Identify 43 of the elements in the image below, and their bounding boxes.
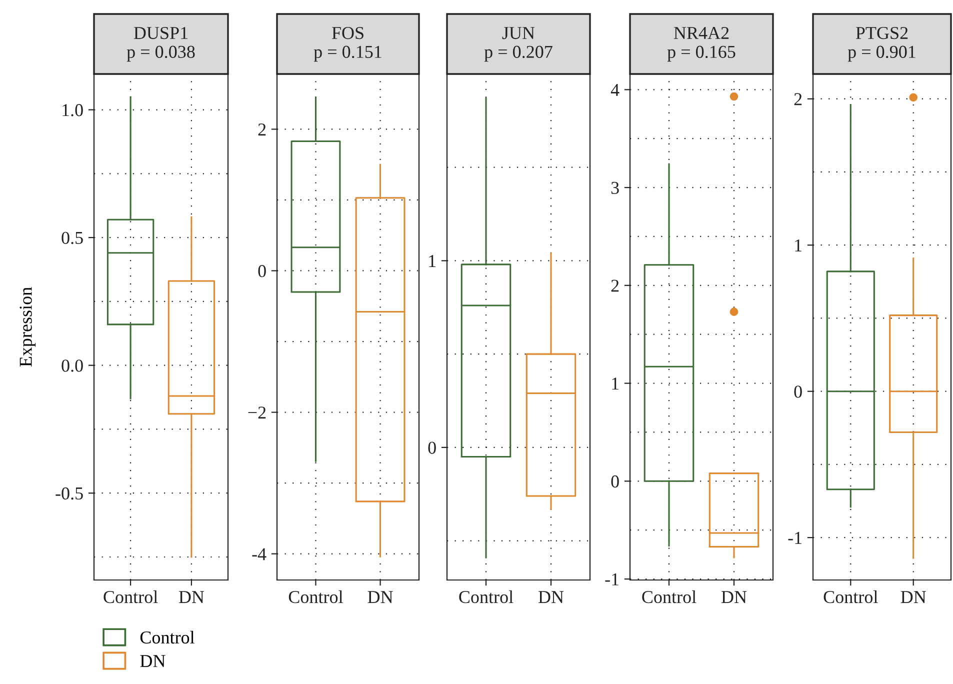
y-tick-label: 2 xyxy=(258,124,266,136)
y-tick-label: 1 xyxy=(429,255,436,267)
y-axis-title: Expression xyxy=(20,287,36,367)
chart-subtitle: p = 0.151 xyxy=(314,46,382,62)
x-tick-label: DN xyxy=(900,591,926,603)
x-tick-label: Control xyxy=(288,590,343,604)
x-tick-label: DN xyxy=(721,591,747,603)
legend-label: DN xyxy=(140,655,166,667)
chart-title: NR4A2 xyxy=(674,26,729,39)
legend-label: Control xyxy=(140,630,194,644)
chart-subtitle: p = 0.207 xyxy=(484,46,552,62)
y-tick-label: 0.0 xyxy=(62,360,83,372)
y-tick-label: -1 xyxy=(605,573,618,586)
y-tick-label: 0 xyxy=(611,475,619,488)
y-tick-label: 1 xyxy=(612,378,618,390)
y-tick-label: 0 xyxy=(258,264,266,278)
y-tick-label: 3 xyxy=(611,182,619,194)
x-tick-label: Control xyxy=(459,590,514,604)
y-tick-label: 0.5 xyxy=(62,232,83,244)
y-tick-label: 4 xyxy=(610,84,620,96)
x-tick-label: DN xyxy=(178,591,204,603)
x-tick-label: DN xyxy=(368,591,393,603)
y-tick-label: 1.0 xyxy=(62,104,83,116)
x-tick-label: DN xyxy=(538,591,564,603)
chart-subtitle: p = 0.901 xyxy=(848,46,916,62)
y-tick-label: 0 xyxy=(794,386,802,398)
chart-subtitle: p = 0.165 xyxy=(667,46,736,62)
y-tick-label: -4 xyxy=(252,548,266,560)
x-tick-label: Control xyxy=(642,590,696,604)
x-tick-label: Control xyxy=(104,590,158,604)
chart-subtitle: p = 0.038 xyxy=(126,46,195,62)
y-tick-label: 2 xyxy=(611,280,619,292)
x-tick-label: Control xyxy=(824,590,878,604)
y-tick-label: -1 xyxy=(788,532,802,544)
y-tick-label: 1 xyxy=(795,239,802,252)
y-tick-label: 2 xyxy=(794,93,802,106)
y-tick-label: −2 xyxy=(248,406,266,419)
chart-title: DUSP1 xyxy=(134,26,188,40)
y-tick-label: 0 xyxy=(428,442,436,454)
chart-title: FOS xyxy=(332,26,364,40)
chart-title: PTGS2 xyxy=(856,26,908,40)
chart-title: JUN xyxy=(502,27,535,40)
y-tick-label: -0.5 xyxy=(56,487,83,500)
